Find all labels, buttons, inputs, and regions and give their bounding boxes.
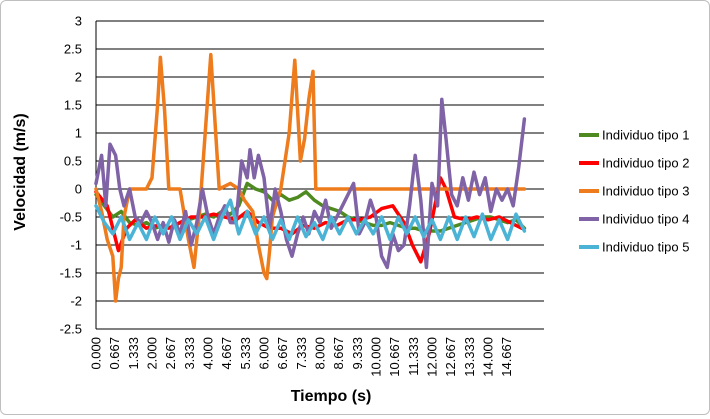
legend-label-5: Individuo tipo 5 bbox=[602, 240, 689, 255]
y-tick-label: 1 bbox=[75, 126, 82, 141]
gridlines bbox=[95, 20, 544, 330]
x-tick-label: 5.333 bbox=[238, 337, 253, 370]
x-tick-label: 3.333 bbox=[182, 337, 197, 370]
x-tick-label: 9.333 bbox=[350, 337, 365, 370]
series-line-4 bbox=[94, 97, 527, 270]
x-tick-label: 0.000 bbox=[89, 337, 104, 370]
y-tick-label: -0.5 bbox=[60, 210, 82, 225]
legend-label-4: Individuo tipo 4 bbox=[602, 212, 689, 227]
x-tick-label: 11.333 bbox=[406, 337, 421, 376]
x-tick-label: 2.000 bbox=[145, 337, 160, 370]
x-tick-label: 7.333 bbox=[294, 337, 309, 370]
y-axis-title: Velocidad (m/s) bbox=[12, 113, 29, 230]
y-tick-label: -2.5 bbox=[60, 322, 82, 337]
x-axis-title: Tiempo (s) bbox=[291, 388, 372, 405]
y-tick-label: 2 bbox=[75, 70, 82, 85]
y-tick-label: 1.5 bbox=[64, 98, 82, 113]
x-tick-label: 0.667 bbox=[107, 337, 122, 370]
y-tick-label: 0 bbox=[75, 182, 82, 197]
legend: Individuo tipo 1 Individuo tipo 2 Individu… bbox=[579, 128, 689, 255]
y-tick-label: -1.5 bbox=[60, 266, 82, 281]
legend-label-2: Individuo tipo 2 bbox=[602, 156, 689, 171]
x-tick-label: 4.000 bbox=[201, 337, 216, 370]
series-line-5 bbox=[94, 198, 527, 242]
x-tick-label: 12.000 bbox=[425, 337, 440, 377]
x-tick-label: 13.333 bbox=[462, 337, 477, 377]
x-tick-label: 14.667 bbox=[499, 337, 514, 377]
x-tick-label: 4.667 bbox=[219, 337, 234, 370]
x-tick-label: 8.667 bbox=[331, 337, 346, 370]
y-tick-label: 0.5 bbox=[64, 154, 82, 169]
x-tick-labels: 0.000 0.667 1.333 2.000 2.667 3.333 4.000 4.667… bbox=[89, 337, 515, 377]
legend-label-3: Individuo tipo 3 bbox=[602, 184, 689, 199]
x-tick-label: 6.667 bbox=[275, 337, 290, 370]
y-tick-label: 2.5 bbox=[64, 42, 82, 57]
x-tick-label: 10.000 bbox=[369, 337, 384, 377]
y-tick-labels: 3 2.5 2 1.5 1 0.5 0 -0.5 -1 -1.5 -2 -2.5 bbox=[60, 14, 82, 337]
legend-label-1: Individuo tipo 1 bbox=[602, 128, 689, 143]
x-tick-label: 12.667 bbox=[443, 337, 458, 377]
y-tick-label: 3 bbox=[75, 14, 82, 29]
x-tick-label: 2.667 bbox=[163, 337, 178, 370]
x-tick-label: 14.000 bbox=[481, 337, 496, 377]
y-tick-label: -2 bbox=[70, 294, 82, 309]
x-tick-label: 8.000 bbox=[313, 337, 328, 370]
x-tick-label: 10.667 bbox=[387, 337, 402, 377]
series-lines bbox=[94, 52, 527, 303]
series-line-3 bbox=[94, 52, 527, 303]
x-tick-label: 6.000 bbox=[257, 337, 272, 370]
x-tick-label: 1.333 bbox=[126, 337, 141, 370]
y-tick-label: -1 bbox=[70, 238, 82, 253]
